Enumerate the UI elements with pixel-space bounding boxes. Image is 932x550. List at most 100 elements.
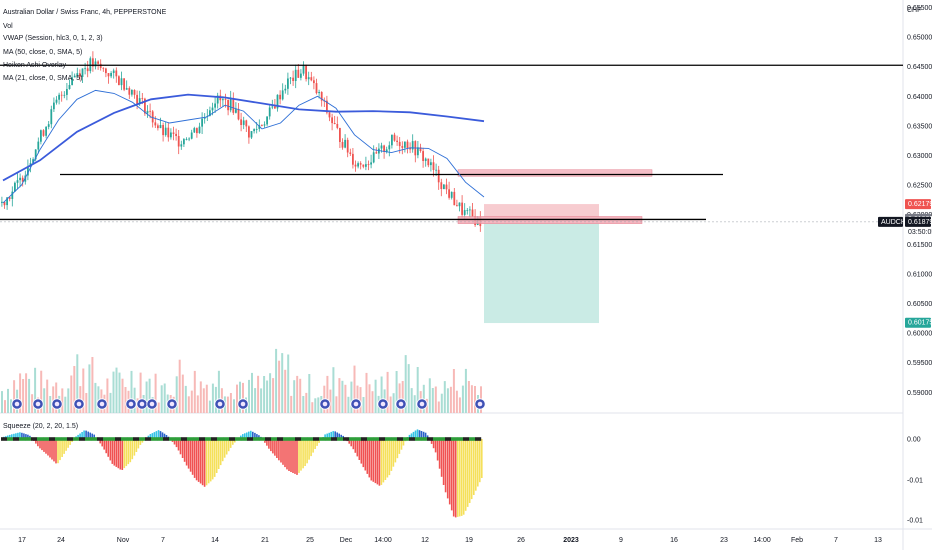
candle-body	[313, 80, 315, 84]
squeeze-dot	[421, 437, 428, 441]
volume-bar	[178, 359, 181, 413]
squeeze-bar	[378, 439, 381, 486]
candle-body	[432, 162, 435, 170]
candle-body	[21, 177, 24, 182]
squeeze-dot	[79, 437, 86, 441]
volume-bar	[398, 383, 401, 413]
candle-body	[411, 141, 414, 150]
squeeze-dot	[205, 437, 212, 441]
candle-body	[63, 94, 66, 96]
squeeze-dot	[43, 437, 50, 441]
squeeze-bar	[37, 439, 39, 447]
legend-squeeze: Squeeze (20, 2, 20, 1.5)	[3, 423, 78, 430]
volume-bar	[236, 384, 238, 413]
candle-body	[164, 127, 167, 136]
volume-bar	[281, 353, 284, 413]
event-flag-icon-dot	[54, 401, 60, 407]
squeeze-dot	[157, 437, 164, 441]
event-flag-icon-dot	[128, 401, 134, 407]
volume-bar	[73, 366, 76, 413]
candle-body	[471, 209, 474, 217]
candle-body	[45, 126, 47, 136]
squeeze-bar	[81, 432, 83, 439]
squeeze-bar	[137, 439, 140, 449]
volume-bar	[431, 388, 434, 413]
squeeze-bar	[115, 439, 118, 467]
squeeze-dot	[109, 437, 116, 441]
candle-body	[27, 166, 29, 176]
squeeze-dot	[355, 437, 362, 441]
candle-body	[196, 128, 198, 134]
time-tick-label: Dec	[340, 537, 353, 544]
volume-bar	[443, 381, 446, 413]
candle-body	[406, 141, 409, 149]
squeeze-bar	[330, 431, 332, 439]
event-flag-icon-dot	[380, 401, 386, 407]
time-tick-label: 14:00	[374, 537, 392, 544]
candle-body	[188, 138, 190, 140]
squeeze-bar	[215, 439, 218, 473]
volume-bar	[91, 357, 94, 413]
candle-body	[352, 153, 354, 165]
volume-bar	[112, 371, 115, 413]
squeeze-dot	[25, 437, 32, 441]
volume-bar	[196, 395, 199, 413]
squeeze-bar	[454, 439, 457, 518]
squeeze-bar	[308, 439, 310, 460]
stop-loss-zone	[484, 204, 599, 217]
squeeze-bar	[191, 439, 194, 475]
candle-body	[159, 125, 162, 129]
squeeze-dot	[241, 437, 248, 441]
candle-body	[240, 119, 242, 125]
price-tick-label: 0.65500	[907, 5, 932, 12]
squeeze-dot	[235, 437, 242, 441]
squeeze-dot	[7, 437, 14, 441]
squeeze-bar	[264, 439, 266, 443]
squeeze-bar	[266, 439, 268, 446]
squeeze-bar	[416, 429, 419, 439]
candle-body	[396, 140, 398, 142]
squeeze-dot	[139, 437, 146, 441]
volume-bar	[254, 388, 257, 413]
volume-bar	[25, 373, 28, 413]
squeeze-dot	[169, 437, 176, 441]
volume-bar	[61, 388, 64, 413]
squeeze-dot	[145, 437, 152, 441]
volume-bar	[121, 378, 124, 413]
squeeze-bar	[165, 435, 168, 439]
squeeze-bar	[272, 439, 274, 454]
squeeze-dot	[373, 437, 380, 441]
candle-body	[422, 151, 424, 161]
candle-body	[19, 177, 21, 181]
squeeze-bar	[324, 434, 326, 439]
volume-bar	[106, 378, 109, 413]
squeeze-bar	[15, 433, 17, 439]
squeeze-bar	[47, 439, 49, 456]
squeeze-bar	[477, 439, 479, 487]
squeeze-bar	[219, 439, 222, 466]
candle-body	[281, 90, 284, 100]
price-tick-label: 0.65000	[907, 35, 932, 42]
oscillator-tick-label: -0.01	[907, 518, 923, 525]
candle-body	[372, 152, 375, 163]
volume-bar	[308, 374, 311, 413]
candle-body	[185, 139, 188, 140]
candle-body	[437, 169, 440, 183]
squeeze-bar	[25, 434, 27, 439]
squeeze-dot	[127, 437, 134, 441]
squeeze-bar	[380, 439, 383, 485]
volume-bar	[70, 375, 73, 413]
legend-heiken-ashi: Heiken Ashi Overlay	[3, 62, 67, 69]
candle-body	[409, 148, 411, 150]
volume-bar	[248, 379, 250, 413]
candle-body	[66, 89, 68, 95]
volume-bar	[193, 370, 196, 413]
target-price-label-text: 0.60175	[908, 320, 932, 327]
last-price-label	[905, 216, 931, 227]
volume-bar	[49, 396, 52, 413]
volume-bar	[365, 372, 368, 413]
squeeze-bar	[77, 434, 79, 439]
candle-body	[287, 78, 289, 89]
volume-bar	[326, 375, 329, 413]
event-flag-icon-dot	[398, 401, 404, 407]
